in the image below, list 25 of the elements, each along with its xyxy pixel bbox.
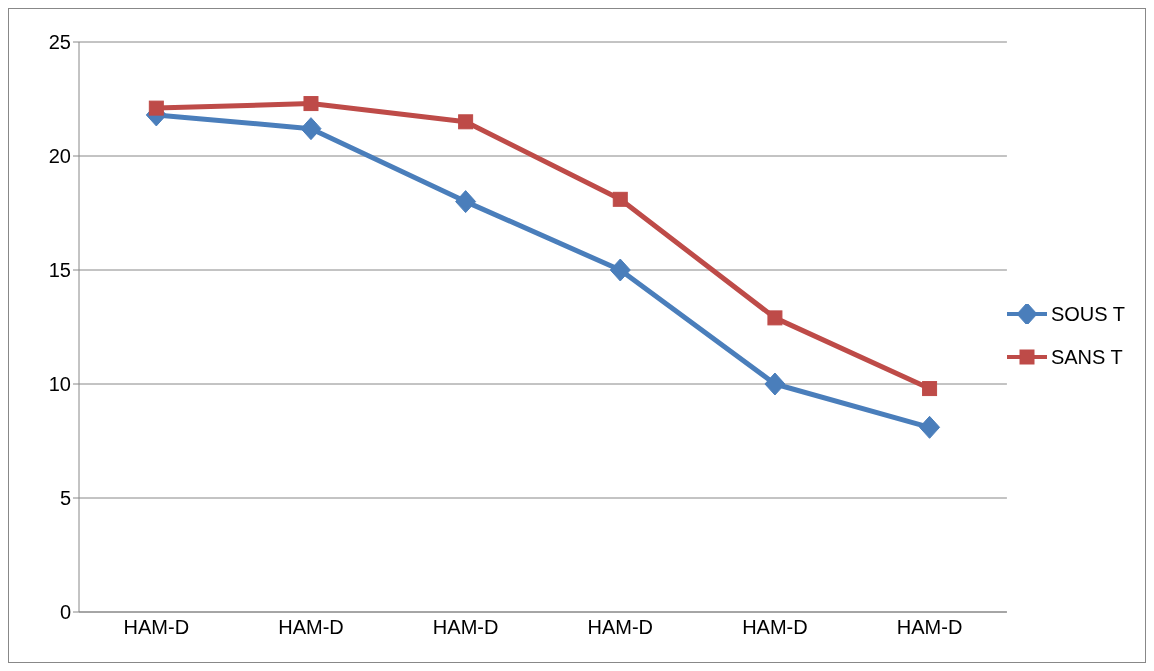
y-tick-label: 5 xyxy=(59,487,71,510)
legend-label: SANS T xyxy=(1050,345,1123,369)
point xyxy=(458,114,474,130)
x-tick-label: HAM-D xyxy=(278,616,344,639)
point xyxy=(764,372,786,396)
point xyxy=(612,191,628,207)
x-tick-label: HAM-D xyxy=(123,616,190,639)
point xyxy=(922,381,938,397)
point xyxy=(609,258,631,282)
y-tick-label: 0 xyxy=(59,601,71,624)
point xyxy=(919,415,941,439)
point xyxy=(455,190,477,214)
point xyxy=(148,100,164,116)
y-tick-label: 25 xyxy=(48,31,71,54)
x-tick-label: HAM-D xyxy=(587,616,654,639)
point xyxy=(767,310,783,326)
point xyxy=(303,96,319,112)
x-tick-label: HAM-D xyxy=(896,616,963,639)
y-tick-label: 20 xyxy=(48,145,71,168)
y-tick-label: 10 xyxy=(48,373,71,396)
x-tick-label: HAM-D xyxy=(742,616,808,639)
point xyxy=(300,117,322,141)
x-tick-label: HAM-D xyxy=(432,616,499,639)
y-tick-label: 15 xyxy=(48,259,71,282)
legend-label: SOUS T xyxy=(1050,302,1125,326)
